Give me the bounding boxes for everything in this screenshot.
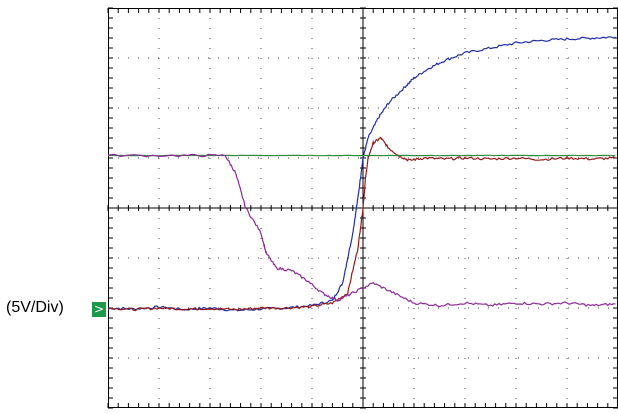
- scale-label: (5V/Div): [6, 299, 64, 316]
- traces: [107, 36, 616, 312]
- trace-2: [107, 136, 616, 312]
- grid: [107, 7, 618, 409]
- channel-marker-icon[interactable]: >: [92, 302, 106, 317]
- trace-4: [107, 153, 616, 308]
